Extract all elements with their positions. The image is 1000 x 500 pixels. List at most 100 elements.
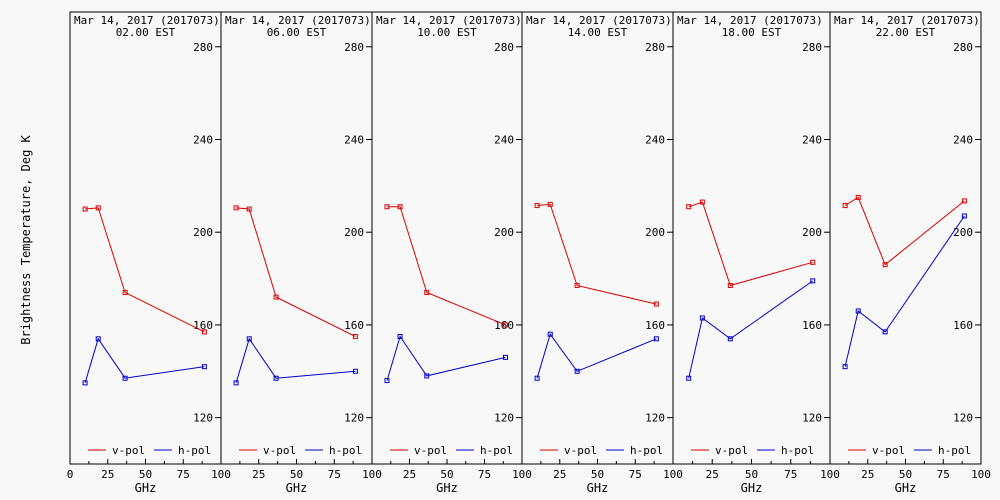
panel-subtitle: 02.00 EST xyxy=(116,26,176,39)
legend-h-label: h-pol xyxy=(480,444,513,457)
data-point-v-pol xyxy=(653,301,659,307)
x-tick-label: 25 xyxy=(706,468,719,481)
legend-h-label: h-pol xyxy=(630,444,663,457)
data-point-h-pol xyxy=(686,375,692,381)
panel-3: Mar 14, 2017 (2017073)10.00 EST 120 160 200… xyxy=(371,11,532,495)
x-tick-label: 25 xyxy=(252,468,265,481)
data-point-h-pol xyxy=(882,329,888,335)
data-point-h-pol xyxy=(547,331,553,337)
data-point-h-pol xyxy=(273,375,279,381)
data-point-v-pol xyxy=(397,204,403,210)
y-tick-label: 280 xyxy=(802,41,822,54)
panel-4: Mar 14, 2017 (2017073)14.00 EST 120 160 200… xyxy=(521,11,683,495)
x-axis-label: GHz xyxy=(741,481,763,495)
legend-v-label: v-pol xyxy=(414,444,447,457)
data-point-v-pol xyxy=(961,198,967,204)
x-tick-label: 100 xyxy=(211,468,231,481)
data-point-v-pol xyxy=(810,259,816,265)
data-point-v-pol xyxy=(574,283,580,289)
panel-title: Mar 14, 2017 (2017073) xyxy=(74,14,220,27)
y-tick-label: 200 xyxy=(802,226,822,239)
data-point-v-pol xyxy=(201,329,207,335)
legend-h-label: h-pol xyxy=(178,444,211,457)
data-point-h-pol xyxy=(855,308,861,314)
y-tick-label: 280 xyxy=(494,41,514,54)
data-point-h-pol xyxy=(246,336,252,342)
x-tick-label: 100 xyxy=(820,468,840,481)
y-tick-label: 160 xyxy=(494,319,514,332)
x-axis-label: GHz xyxy=(587,481,609,495)
data-point-v-pol xyxy=(384,204,390,210)
panel-subtitle: 14.00 EST xyxy=(568,26,628,39)
x-axis-label: GHz xyxy=(135,481,157,495)
data-point-v-pol xyxy=(699,199,705,205)
data-point-h-pol xyxy=(842,364,848,370)
data-point-h-pol xyxy=(727,336,733,342)
data-point-h-pol xyxy=(384,378,390,384)
x-axis-label: GHz xyxy=(436,481,458,495)
data-point-v-pol xyxy=(246,206,252,212)
x-tick-label: 25 xyxy=(861,468,874,481)
y-tick-label: 200 xyxy=(494,226,514,239)
legend-h-label: h-pol xyxy=(781,444,814,457)
panel-subtitle: 22.00 EST xyxy=(876,26,936,39)
x-axis-label: GHz xyxy=(286,481,308,495)
panel-title: Mar 14, 2017 (2017073) xyxy=(376,14,522,27)
y-tick-label: 160 xyxy=(802,319,822,332)
panel-5: Mar 14, 2017 (2017073)18.00 EST 120 160 200… xyxy=(672,11,840,495)
y-tick-label: 240 xyxy=(953,133,973,146)
data-point-h-pol xyxy=(574,368,580,374)
y-tick-label: 120 xyxy=(494,412,514,425)
x-tick-label: 100 xyxy=(663,468,683,481)
panel-title: Mar 14, 2017 (2017073) xyxy=(834,14,980,27)
y-tick-label: 240 xyxy=(193,133,213,146)
x-tick-label: 50 xyxy=(290,468,303,481)
series-line-v-pol xyxy=(387,206,506,326)
data-point-h-pol xyxy=(534,375,540,381)
y-tick-label: 120 xyxy=(802,412,822,425)
y-tick-label: 280 xyxy=(193,41,213,54)
y-tick-label: 200 xyxy=(344,226,364,239)
y-tick-label: 120 xyxy=(344,412,364,425)
panel-title: Mar 14, 2017 (2017073) xyxy=(677,14,823,27)
x-tick-label: 0 xyxy=(67,468,74,481)
y-tick-label: 240 xyxy=(802,133,822,146)
x-tick-label: 25 xyxy=(553,468,566,481)
x-tick-label: 25 xyxy=(101,468,114,481)
data-point-h-pol xyxy=(810,278,816,284)
x-tick-label: 50 xyxy=(139,468,152,481)
y-tick-label: 240 xyxy=(645,133,665,146)
data-point-v-pol xyxy=(82,206,88,212)
y-tick-label: 200 xyxy=(193,226,213,239)
x-tick-label: 50 xyxy=(745,468,758,481)
data-point-h-pol xyxy=(961,213,967,219)
y-tick-label: 160 xyxy=(953,319,973,332)
legend-h-label: h-pol xyxy=(329,444,362,457)
x-tick-label: 75 xyxy=(937,468,950,481)
legend-v-label: v-pol xyxy=(715,444,748,457)
panel-title: Mar 14, 2017 (2017073) xyxy=(526,14,672,27)
data-point-v-pol xyxy=(855,194,861,200)
x-tick-label: 75 xyxy=(784,468,797,481)
x-tick-label: 75 xyxy=(629,468,642,481)
y-tick-label: 240 xyxy=(344,133,364,146)
data-point-v-pol xyxy=(842,203,848,209)
x-tick-label: 75 xyxy=(478,468,491,481)
data-point-h-pol xyxy=(352,368,358,374)
panel-subtitle: 06.00 EST xyxy=(267,26,327,39)
data-point-v-pol xyxy=(95,205,101,211)
x-tick-label: 50 xyxy=(440,468,453,481)
data-point-h-pol xyxy=(122,375,128,381)
y-tick-label: 280 xyxy=(344,41,364,54)
y-tick-label: 240 xyxy=(494,133,514,146)
data-point-v-pol xyxy=(727,283,733,289)
panels-group: Mar 14, 2017 (2017073)02.00 EST120160200… xyxy=(67,11,991,495)
x-tick-label: 25 xyxy=(403,468,416,481)
series-line-h-pol xyxy=(688,280,813,379)
panel-1: Mar 14, 2017 (2017073)02.00 EST120160200… xyxy=(67,11,231,495)
data-point-h-pol xyxy=(233,380,239,386)
data-point-h-pol xyxy=(424,373,430,379)
data-point-v-pol xyxy=(534,203,540,209)
data-point-v-pol xyxy=(273,294,279,300)
